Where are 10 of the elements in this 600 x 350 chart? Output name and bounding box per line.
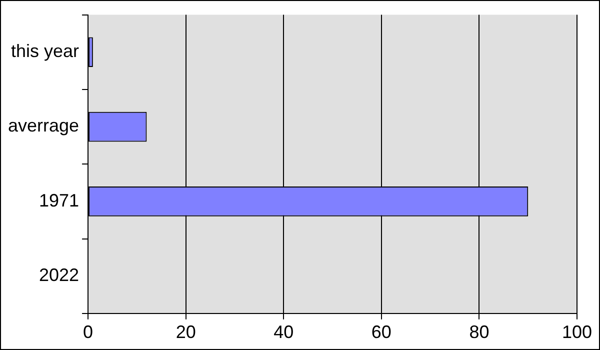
y-tick-label: this year [11,41,80,62]
y-tick-label: 2022 [38,265,80,286]
y-tick-label: 1971 [38,190,80,210]
y-tick-label: averrage [8,116,80,136]
x-tick-label: 80 [469,322,490,342]
x-tick-label: 40 [274,322,294,342]
x-tick-label: 60 [371,322,392,342]
x-tick-label: 0 [83,322,94,342]
x-tick-label: 20 [176,322,196,342]
x-tick-label: 100 [562,322,592,342]
